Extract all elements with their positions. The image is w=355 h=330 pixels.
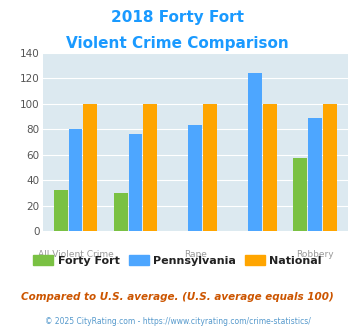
Bar bbox=[248, 73, 262, 231]
Bar bbox=[69, 129, 82, 231]
Legend: Forty Fort, Pennsylvania, National: Forty Fort, Pennsylvania, National bbox=[29, 250, 326, 270]
Bar bbox=[323, 104, 337, 231]
Bar bbox=[203, 104, 217, 231]
Text: Compared to U.S. average. (U.S. average equals 100): Compared to U.S. average. (U.S. average … bbox=[21, 292, 334, 302]
Bar bbox=[308, 118, 322, 231]
Text: 2018 Forty Fort: 2018 Forty Fort bbox=[111, 10, 244, 25]
Bar bbox=[189, 125, 202, 231]
Bar bbox=[129, 134, 142, 231]
Bar bbox=[263, 104, 277, 231]
Text: All Violent Crime: All Violent Crime bbox=[38, 250, 113, 259]
Bar bbox=[143, 104, 157, 231]
Text: © 2025 CityRating.com - https://www.cityrating.com/crime-statistics/: © 2025 CityRating.com - https://www.city… bbox=[45, 317, 310, 326]
Text: Robbery: Robbery bbox=[296, 250, 334, 259]
Text: Violent Crime Comparison: Violent Crime Comparison bbox=[66, 36, 289, 51]
Bar bbox=[114, 193, 127, 231]
Bar bbox=[83, 104, 97, 231]
Bar bbox=[294, 158, 307, 231]
Bar bbox=[54, 190, 68, 231]
Text: Rape: Rape bbox=[184, 250, 207, 259]
